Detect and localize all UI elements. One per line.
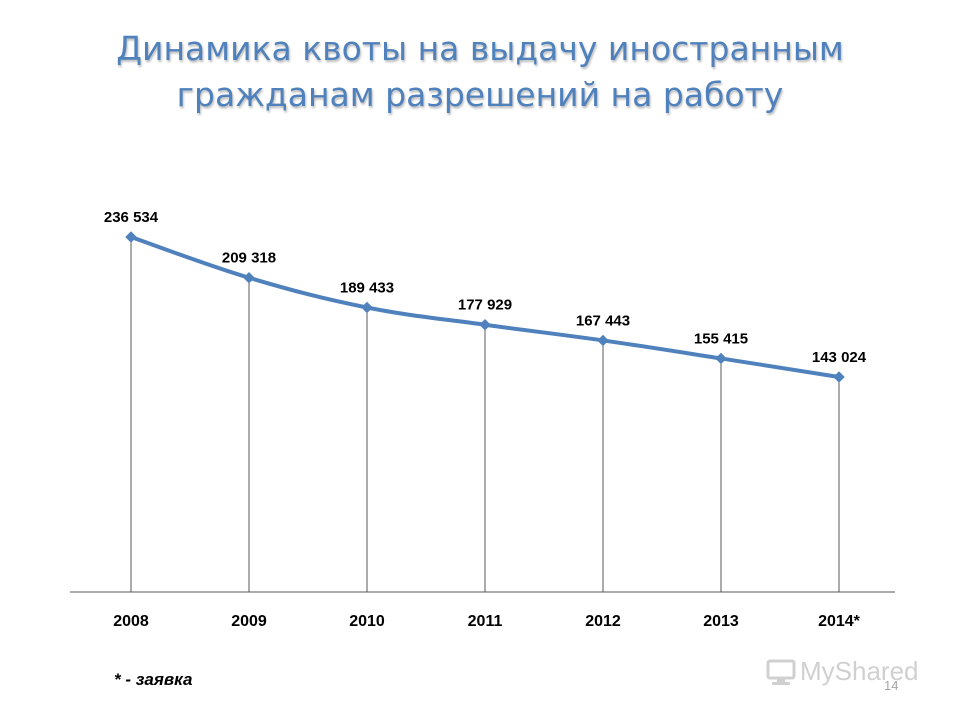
data-label: 189 433 (340, 280, 394, 297)
x-tick-label: 2010 (349, 613, 385, 630)
footnote: * - заявка (114, 670, 193, 689)
series-layer (125, 231, 845, 383)
data-point-marker (833, 371, 845, 383)
data-point-marker (243, 272, 255, 284)
data-labels: 236 534 209 318 189 433 177 929 167 443 155 4… (104, 209, 867, 366)
data-label: 167 443 (576, 312, 630, 329)
x-tick-label: 2012 (585, 613, 621, 630)
x-tick-label: 2008 (113, 613, 149, 630)
logo-text: MyShared (800, 656, 919, 686)
slide-title-line-2: гражданам разрешений на работу (176, 75, 784, 114)
data-label: 143 024 (812, 349, 867, 366)
data-label: 209 318 (222, 250, 276, 267)
data-point-marker (479, 319, 491, 331)
data-point-marker (125, 231, 137, 243)
page-number: 14 (884, 678, 899, 693)
data-point-marker (597, 334, 609, 347)
x-tick-label: 2014* (818, 613, 861, 630)
slide-title: Динамика квоты на выдачу иностранным гра… (40, 26, 920, 118)
slide-title-line-1: Динамика квоты на выдачу иностранным (116, 29, 844, 68)
watermark-logo: MyShared (766, 656, 919, 687)
drop-lines (130, 237, 840, 592)
x-axis-tick-labels: 2008 2009 2010 2011 2012 2013 2014* (113, 613, 860, 630)
data-point-marker (715, 352, 727, 365)
data-label: 155 415 (694, 330, 748, 347)
x-tick-label: 2013 (703, 613, 739, 630)
x-tick-label: 2011 (468, 613, 503, 630)
x-tick-label: 2009 (231, 613, 267, 630)
computer-icon (766, 659, 796, 685)
data-label: 236 534 (104, 209, 159, 226)
data-label: 177 929 (458, 297, 512, 314)
data-point-marker (361, 301, 373, 314)
